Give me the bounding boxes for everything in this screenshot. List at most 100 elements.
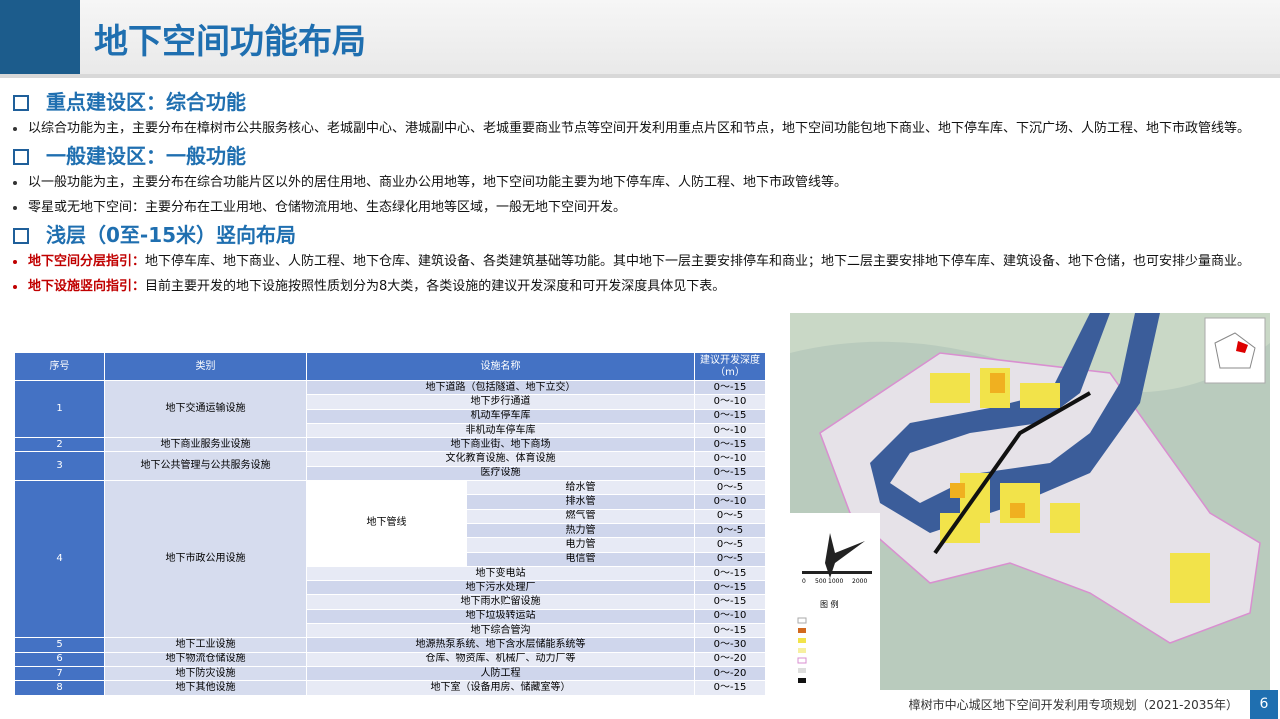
table-row: 地下雨水贮留设施 0～-15 xyxy=(15,594,766,610)
table-row: 燃气管 0～-5 xyxy=(15,508,766,524)
table-cell: 地下综合管沟 xyxy=(306,623,695,639)
table-cell: 0～-5 xyxy=(694,508,766,524)
table-cell: 地下商业服务业设施 xyxy=(104,437,307,453)
table-cell: 2 xyxy=(14,437,105,453)
title-band xyxy=(0,74,1280,78)
table-row: 机动车停车库 0～-15 xyxy=(15,408,766,424)
table-row: 8 地下其他设施 地下室（设备用房、储藏室等） 0～-15 xyxy=(14,680,766,696)
table-cell: 地下物流仓储设施 xyxy=(104,651,307,667)
table-cell: 人防工程 xyxy=(306,665,695,682)
table-row: 地下污水处理厂 0～-15 xyxy=(15,580,766,596)
table-cell: 热力管 xyxy=(466,522,695,539)
section-heading: 浅层（0至-15米）竖向布局 xyxy=(10,221,1262,249)
table-cell: 0～-15 xyxy=(694,465,766,482)
table-row: 1 地下交通运输设施 地下道路（包括隧道、地下立交） 0～-15 xyxy=(14,379,766,439)
table-cell: 非机动车停车库 xyxy=(306,422,695,439)
scale-label: 0 xyxy=(802,578,806,585)
table-cell: 地下管线 xyxy=(306,480,467,567)
table-row: 3 地下公共管理与公共服务设施 文化教育设施、体育设施 0～-10 xyxy=(14,451,766,482)
table-row: 6 地下物流仓储设施 仓库、物资库、机械厂、动力厂等 0～-20 xyxy=(14,651,766,667)
bullet: 零星或无地下空间：主要分布在工业用地、仓储物流用地、生态绿化用地等区域，一般无地… xyxy=(10,195,1262,221)
table-row: 热力管 0～-5 xyxy=(15,522,766,539)
table-cell: 排水管 xyxy=(466,494,695,510)
table-cell: 0～-30 xyxy=(694,637,766,653)
table-row: 7 地下防灾设施 人防工程 0～-20 xyxy=(14,665,766,682)
table-cell: 0～-20 xyxy=(694,651,766,667)
table-cell: 地下市政公用设施 xyxy=(104,480,307,639)
table-cell: 机动车停车库 xyxy=(306,408,695,424)
header-row: 序号 类别 设施名称 建议开发深度（m） xyxy=(14,352,766,381)
table-cell: 地下雨水贮留设施 xyxy=(306,594,695,610)
table-cell: 0～-5 xyxy=(694,551,766,567)
bullet-lead: 地下空间分层指引： xyxy=(28,253,146,269)
table-cell: 医疗设施 xyxy=(306,465,695,482)
bullet: 地下空间分层指引：地下停车库、地下商业、人防工程、地下仓库、建筑设备、各类建筑基… xyxy=(10,249,1262,275)
table-cell: 仓库、物资库、机械厂、动力厂等 xyxy=(306,651,695,667)
bullet: 以一般功能为主，主要分布在综合功能片区以外的居住用地、商业办公用地等，地下空间功… xyxy=(10,170,1262,196)
table-cell: 6 xyxy=(14,651,105,667)
table-row: 电信管 0～-5 xyxy=(15,551,766,567)
title-bar xyxy=(0,0,1280,74)
table-cell: 0～-15 xyxy=(694,623,766,639)
slide-title: 地下空间功能布局 xyxy=(94,22,366,62)
table-cell: 地下交通运输设施 xyxy=(104,379,307,439)
legend-title: 图 例 xyxy=(820,599,839,609)
table-row: 5 地下工业设施 地源热泵系统、地下含水层储能系统等 0～-30 xyxy=(14,637,766,653)
table-cell: 0～-20 xyxy=(694,665,766,682)
table-cell: 0～-10 xyxy=(694,422,766,439)
bullet: 以综合功能为主，主要分布在樟树市公共服务核心、老城副中心、港城副中心、老城重要商… xyxy=(10,116,1262,142)
table-cell: 0～-10 xyxy=(694,494,766,510)
table-cell: 0～-15 xyxy=(694,680,766,696)
scale-label: 1000 xyxy=(828,578,843,585)
table-row: 非机动车停车库 0～-10 xyxy=(15,422,766,439)
bullet: 地下设施竖向指引：目前主要开发的地下设施按照性质划分为8大类，各类设施的建议开发… xyxy=(10,274,1262,300)
table-cell: 5 xyxy=(14,637,105,653)
title-block xyxy=(0,0,80,74)
page-number: 6 xyxy=(1250,690,1278,719)
table-row: 4 地下市政公用设施 地下管线 给水管 0～-5 xyxy=(14,480,766,639)
table-cell: 地下污水处理厂 xyxy=(306,580,695,596)
table-cell: 0～-5 xyxy=(694,522,766,539)
table-cell: 地下室（设备用房、储藏室等） xyxy=(306,680,695,696)
section-heading: 一般建设区：一般功能 xyxy=(10,142,1262,170)
table-cell: 地下垃圾转运站 xyxy=(306,608,695,625)
table-cell: 4 xyxy=(14,480,105,639)
table-cell: 地下商业街、地下商场 xyxy=(306,437,695,453)
table-cell: 地下工业设施 xyxy=(104,637,307,653)
table-cell: 地下其他设施 xyxy=(104,680,307,696)
table-cell: 0～-10 xyxy=(694,394,766,410)
table-cell: 0～-5 xyxy=(694,480,766,496)
footer-text: 樟树市中心城区地下空间开发利用专项规划（2021-2035年） xyxy=(908,698,1238,712)
table-cell: 燃气管 xyxy=(466,508,695,524)
table-cell: 7 xyxy=(14,665,105,682)
table-cell: 8 xyxy=(14,680,105,696)
section-heading: 重点建设区：综合功能 xyxy=(10,88,1262,116)
table-row: 电力管 0～-5 xyxy=(15,537,766,553)
content: 重点建设区：综合功能 以综合功能为主，主要分布在樟树市公共服务核心、老城副中心、… xyxy=(10,88,1262,300)
table-cell: 1 xyxy=(14,379,105,439)
table-cell: 0～-10 xyxy=(694,451,766,467)
table-row: 2 地下商业服务业设施 地下商业街、地下商场 0～-15 xyxy=(14,437,766,453)
bullet-lead: 地下设施竖向指引： xyxy=(28,279,146,294)
table-cell: 3 xyxy=(14,451,105,482)
table-cell: 0～-15 xyxy=(694,594,766,610)
table-cell: 给水管 xyxy=(466,480,695,496)
table-cell: 地源热泵系统、地下含水层储能系统等 xyxy=(306,637,695,653)
facility-table: 序号 类别 设施名称 建议开发深度（m） 1 地下交通运输设施 地下道路（包括隧道、… xyxy=(14,352,766,696)
header-cell: 设施名称 xyxy=(306,352,695,381)
table-cell: 文化教育设施、体育设施 xyxy=(306,451,695,467)
table-cell: 电信管 xyxy=(466,551,695,567)
scale-label: 2000 xyxy=(852,578,867,585)
table-cell: 0～-15 xyxy=(694,437,766,453)
table-row: 医疗设施 0～-15 xyxy=(15,465,766,482)
table-cell: 0～-5 xyxy=(694,537,766,553)
table-row: 地下综合管沟 0～-15 xyxy=(15,623,766,639)
table-cell: 0～-15 xyxy=(694,580,766,596)
bullet-text: 地下停车库、地下商业、人防工程、地下仓库、建筑设备、各类建筑基础等功能。其中地下… xyxy=(145,253,1251,269)
header-cell: 序号 xyxy=(14,352,105,381)
table-row: 地下垃圾转运站 0～-10 xyxy=(15,608,766,625)
header-cell: 类别 xyxy=(104,352,307,381)
table-cell: 0～-15 xyxy=(694,565,766,582)
table-cell: 地下步行通道 xyxy=(306,394,695,410)
map: 0 500 1000 2000 图 例 xyxy=(790,313,1270,690)
